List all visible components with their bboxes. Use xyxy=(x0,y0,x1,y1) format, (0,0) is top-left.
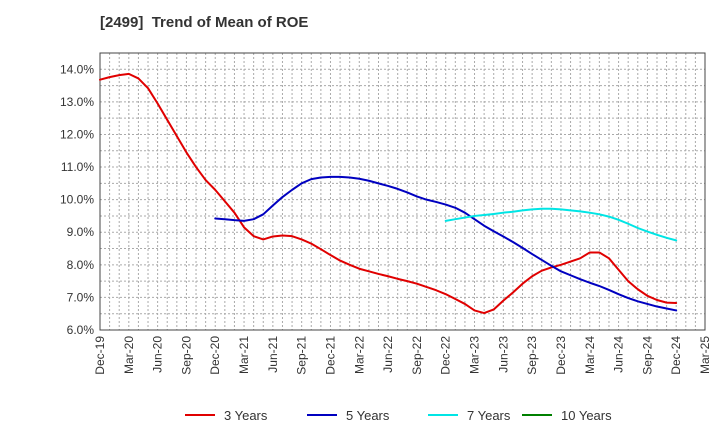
x-tick-label: Dec-22 xyxy=(439,336,453,375)
x-tick-label: Sep-23 xyxy=(525,336,539,375)
x-tick-label: Jun-20 xyxy=(151,336,165,373)
series-line-3-years xyxy=(99,72,678,315)
y-tick-label: 11.0% xyxy=(61,160,94,174)
y-tick-label: 7.0% xyxy=(67,290,95,304)
legend-label: 7 Years xyxy=(467,408,511,423)
legend-label: 3 Years xyxy=(224,408,268,423)
series-line-5-years xyxy=(214,175,678,312)
y-tick-label: 12.0% xyxy=(60,127,94,141)
x-tick-label: Jun-23 xyxy=(496,336,510,373)
x-tick-label: Sep-21 xyxy=(295,336,309,375)
chart-title: [2499] Trend of Mean of ROE xyxy=(100,14,309,31)
y-tick-label: 13.0% xyxy=(60,95,94,109)
x-tick-label: Dec-19 xyxy=(93,336,107,375)
legend-label: 5 Years xyxy=(346,408,390,423)
x-tick-label: Sep-22 xyxy=(410,336,424,375)
x-tick-label: Sep-20 xyxy=(179,336,193,375)
x-tick-label: Mar-24 xyxy=(583,336,597,374)
y-tick-label: 10.0% xyxy=(60,193,94,207)
y-tick-label: 14.0% xyxy=(60,62,94,76)
x-tick-label: Sep-24 xyxy=(640,336,654,375)
x-tick-label: Mar-22 xyxy=(352,336,366,374)
y-tick-label: 6.0% xyxy=(67,323,95,337)
plot-frame xyxy=(99,52,706,331)
x-tick-label: Jun-21 xyxy=(266,336,280,373)
x-tick-label: Mar-25 xyxy=(698,336,712,374)
x-tick-label: Mar-21 xyxy=(237,336,251,374)
x-tick-label: Dec-20 xyxy=(208,336,222,375)
x-tick-label: Jun-24 xyxy=(612,336,626,373)
series-line-7-years xyxy=(444,207,678,242)
x-tick-label: Mar-23 xyxy=(468,336,482,374)
x-tick-label: Dec-24 xyxy=(669,336,683,375)
x-tick-label: Mar-20 xyxy=(122,336,136,374)
y-tick-label: 8.0% xyxy=(67,258,95,272)
x-tick-label: Dec-23 xyxy=(554,336,568,375)
x-tick-label: Jun-22 xyxy=(381,336,395,373)
legend-label: 10 Years xyxy=(561,408,612,423)
x-tick-label: Dec-21 xyxy=(323,336,337,375)
y-tick-label: 9.0% xyxy=(67,225,95,239)
